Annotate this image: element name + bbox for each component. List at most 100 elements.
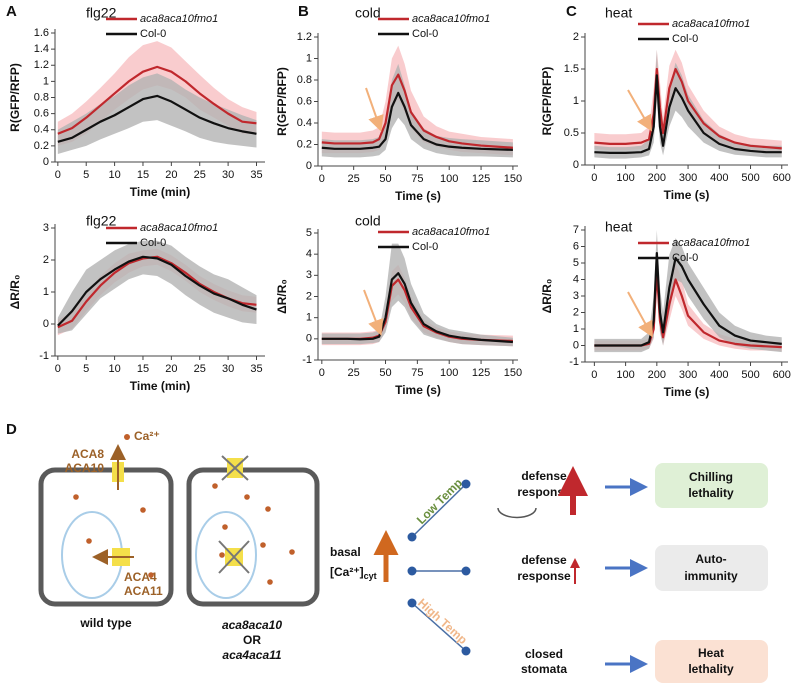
block [221,455,249,481]
basal-ca: [Ca²⁺]cyt [330,565,377,581]
ion-label: Ca²⁺ [134,429,160,443]
y-axis-title: R(GFP/RFP) [540,67,554,136]
ion-dots [212,483,295,585]
legend-label: Col-0 [140,237,166,249]
y-axis-title: R(GFP/RFP) [8,63,22,132]
x-axis-title: Time (s) [395,383,441,397]
y-tick-label: 1.5 [564,63,579,75]
chart-title: heat [605,219,632,235]
y-tick-label: 0.4 [34,124,49,136]
chart-title: cold [355,5,381,21]
x-tick-label: 0 [591,172,597,184]
x-tick-label: 75 [411,367,423,379]
y-tick-label: 0 [306,333,312,345]
panel-label: D [6,421,17,438]
channel-label: ACA11 [124,584,163,598]
x-tick-label: 400 [710,172,728,184]
response-label: stomata [521,662,567,676]
y-tick-label: 0.2 [34,140,49,152]
ion-dot [124,434,130,440]
channel-label: ACA10 [65,461,105,475]
ion-dots [73,494,154,578]
x-tick-label: 30 [222,169,234,181]
outcome-label: Chilling [689,470,733,484]
panel-label: B [298,3,309,20]
outcome-label: lethality [688,662,734,676]
y-tick-label: 0.6 [34,108,49,120]
ca-sub: cyt [364,571,377,581]
x-axis-title: Time (s) [664,188,710,202]
y-axis-title: R(GFP/RFP) [275,67,289,136]
y-tick-label: 0.5 [564,127,579,139]
panel-label: C [566,3,577,20]
vacuole [195,511,257,599]
x-tick-label: 150 [504,173,522,185]
series-line [594,67,782,150]
basal-label: basal [330,545,361,559]
branches [411,483,467,652]
channel-label: ACA8 [71,447,104,461]
x-tick-label: 125 [472,367,490,379]
y-tick-label: 1 [43,286,49,298]
outcome-box [655,545,768,591]
y-tick-label: 1 [43,75,49,87]
x-tick-label: 25 [348,367,360,379]
x-tick-label: 150 [504,367,522,379]
response-label: response [517,569,571,583]
series-line [57,65,257,135]
y-tick-label: 0 [43,318,49,330]
x-tick-label: 0 [55,363,61,375]
legend-label: aca8aca10fmo1 [140,222,218,234]
x-tick-label: 20 [165,169,177,181]
x-tick-label: 50 [379,367,391,379]
legend-label: Col-0 [412,241,438,253]
x-axis-title: Time (min) [130,185,190,199]
response-label: closed [525,647,563,661]
y-tick-label: 1.2 [34,59,49,71]
x-tick-label: 15 [137,169,149,181]
x-tick-label: 20 [165,363,177,375]
y-tick-label: 1 [306,52,312,64]
x-tick-label: 600 [773,369,791,381]
chart-title: flg22 [86,213,117,229]
y-tick-label: -1 [39,350,49,362]
legend-label: aca8aca10fmo1 [140,13,218,25]
genotype-label: OR [243,633,261,647]
y-tick-label: 6 [573,240,579,252]
arrow [627,291,653,338]
y-tick-label: 3 [306,269,312,281]
x-tick-label: 0 [55,169,61,181]
series-line [321,73,513,149]
chart-title: cold [355,213,381,229]
x-tick-label: 35 [250,169,262,181]
x-tick-label: 300 [679,369,697,381]
y-tick-label: 1 [573,95,579,107]
y-tick-label: 0.8 [297,74,312,86]
x-tick-label: 5 [83,363,89,375]
x-tick-label: 0 [319,367,325,379]
x-tick-label: 50 [379,173,391,185]
series-line [57,94,257,143]
x-tick-label: 0 [319,173,325,185]
y-tick-label: 2 [573,31,579,43]
y-tick-label: 4 [573,273,579,285]
x-tick-label: 125 [472,173,490,185]
x-tick-label: 10 [108,169,120,181]
x-tick-label: 35 [250,363,262,375]
x-tick-label: 100 [616,172,634,184]
x-axis-title: Time (s) [395,189,441,203]
y-tick-label: 0.2 [297,138,312,150]
response-label: response [517,485,571,499]
y-tick-label: 3 [43,222,49,234]
x-tick-label: 400 [710,369,728,381]
x-tick-label: 75 [411,173,423,185]
genotype-label: aca4aca11 [222,648,282,662]
legend-label: aca8aca10fmo1 [672,237,750,249]
cycle-arrow [497,507,537,519]
condition-label: Low Temp [414,476,465,527]
x-tick-label: 30 [222,363,234,375]
y-tick-label: 1 [306,312,312,324]
y-tick-label: 0.4 [297,117,312,129]
condition-label: High Temp [415,596,470,647]
